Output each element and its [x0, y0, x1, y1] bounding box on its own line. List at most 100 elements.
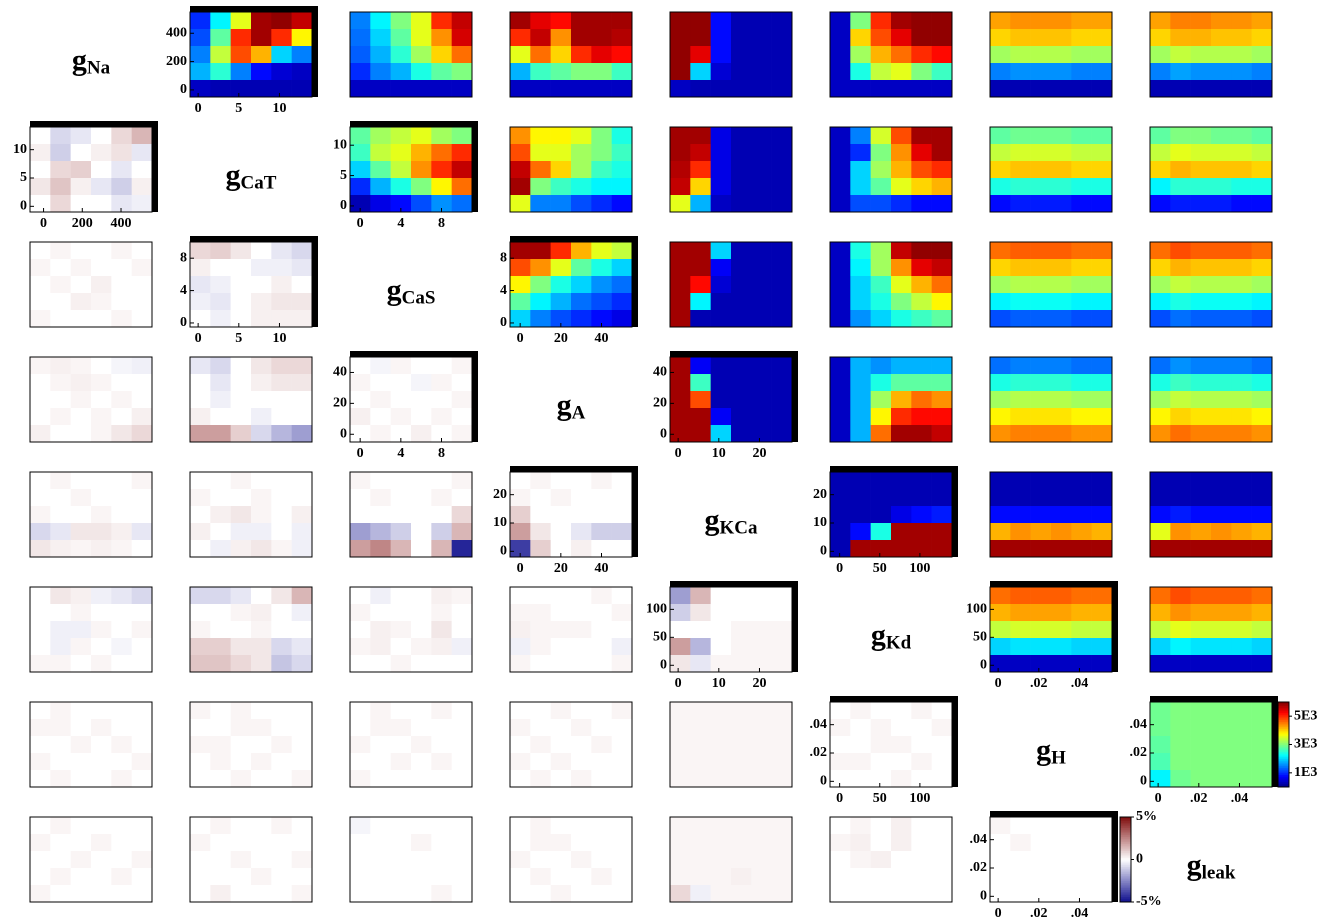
heatmap-cell: [670, 868, 691, 886]
heatmap-cell: [451, 80, 473, 98]
heatmap-cell: [1251, 655, 1273, 673]
x-tick-label: 100: [909, 561, 930, 576]
heatmap-cell: [390, 885, 412, 903]
variable-symbol: g: [705, 503, 720, 536]
heatmap-cell: [771, 655, 793, 673]
heatmap-cell: [230, 357, 252, 375]
heatmap-cell: [830, 489, 851, 507]
heatmap-cell: [1251, 753, 1273, 771]
x-tick-label: 0: [675, 446, 682, 461]
heatmap-cell: [271, 868, 292, 886]
heatmap-cell: [30, 702, 51, 720]
heatmap-cell: [510, 489, 531, 507]
heatmap-cell: [1051, 46, 1072, 64]
heatmap-cell: [70, 489, 92, 507]
heatmap-cell: [1190, 80, 1212, 98]
heatmap-cell: [1091, 391, 1113, 409]
x-tick-label: 10: [272, 331, 286, 346]
heatmap-cell: [1170, 178, 1191, 196]
heatmap-cell: [771, 770, 793, 788]
heatmap-cell: [571, 885, 592, 903]
heatmap-cell: [1010, 357, 1031, 375]
heatmap-cell: [931, 736, 953, 754]
heatmap-cell: [190, 391, 211, 409]
heatmap-cell: [530, 195, 551, 213]
heatmap-cell: [251, 868, 272, 886]
heatmap-cell: [611, 259, 633, 277]
heatmap-cell: [1231, 357, 1252, 375]
heatmap-cell: [291, 702, 313, 720]
heatmap-cell: [1030, 293, 1052, 311]
heatmap-cell: [690, 195, 711, 213]
heatmap-cell: [670, 655, 691, 673]
heatmap-cell: [210, 523, 231, 541]
y-tick-label: 8: [500, 250, 507, 265]
heatmap-cell: [611, 127, 633, 145]
heatmap-cell: [1170, 638, 1191, 656]
heatmap-cell: [111, 817, 132, 835]
heatmap-cell: [190, 655, 211, 673]
heatmap-cell: [1071, 29, 1092, 47]
heatmap-cell: [571, 29, 592, 47]
heatmap-cell: [190, 736, 211, 754]
y-tick-label: 0: [820, 774, 827, 789]
heatmap-cell: [690, 817, 711, 835]
heatmap-cell: [530, 29, 551, 47]
heatmap-cell: [1190, 621, 1212, 639]
heatmap-cell: [1231, 374, 1252, 392]
heatmap-cell: [670, 276, 691, 294]
colorbar-segment: [1278, 703, 1289, 706]
heatmap-cell: [111, 127, 132, 145]
heatmap-cell: [710, 242, 732, 260]
colorbar-segment: [1278, 726, 1289, 729]
heatmap-cell: [710, 817, 732, 835]
heatmap-cell: [1211, 702, 1232, 720]
heatmap-cell: [1091, 506, 1113, 524]
heatmap-cell: [271, 523, 292, 541]
heatmap-cell: [870, 29, 892, 47]
heatmap-cell: [230, 12, 252, 30]
heatmap-cell: [710, 63, 732, 81]
heatmap-cell: [251, 587, 272, 605]
heatmap-cell: [1030, 834, 1052, 852]
heatmap-cell: [50, 702, 71, 720]
panel-frame: [29, 701, 153, 788]
heatmap-cell: [230, 374, 252, 392]
heatmap-cell: [1030, 817, 1052, 835]
heatmap-cell: [431, 868, 452, 886]
heatmap-cell: [1211, 753, 1232, 771]
heatmap-cell: [571, 851, 592, 869]
heatmap-cell: [111, 425, 132, 443]
heatmap-cell: [911, 12, 932, 30]
heatmap-cell: [70, 702, 92, 720]
colorbar-tick-label: 0: [1136, 852, 1143, 867]
heatmap-cell: [891, 374, 912, 392]
colorbar-segment: [1120, 893, 1131, 896]
heatmap-cell: [1010, 293, 1031, 311]
heatmap-cell: [690, 12, 711, 30]
heatmap-cell: [411, 391, 432, 409]
heatmap-cell: [911, 770, 932, 788]
heatmap-cell: [911, 29, 932, 47]
heatmap-cell: [771, 259, 793, 277]
heatmap-cell: [1251, 702, 1273, 720]
heatmap-cell: [190, 29, 211, 47]
heatmap-cell: [251, 63, 272, 81]
heatmap-cell: [1211, 540, 1232, 558]
heatmap-cell: [390, 655, 412, 673]
heatmap-cell: [1150, 391, 1171, 409]
heatmap-cell: [1071, 540, 1092, 558]
heatmap-cell: [1170, 540, 1191, 558]
heatmap-cell: [1091, 489, 1113, 507]
heatmap-cell: [690, 46, 711, 64]
heatmap-cell: [70, 506, 92, 524]
heatmap-cell: [111, 523, 132, 541]
heatmap-cell: [1051, 851, 1072, 869]
heatmap-cell: [30, 374, 51, 392]
heatmap-cell: [990, 259, 1011, 277]
heatmap-cell: [431, 12, 452, 30]
heatmap-cell: [670, 770, 691, 788]
heatmap-cell: [431, 753, 452, 771]
panel-frame: [1149, 586, 1273, 673]
heatmap-cell: [850, 374, 871, 392]
